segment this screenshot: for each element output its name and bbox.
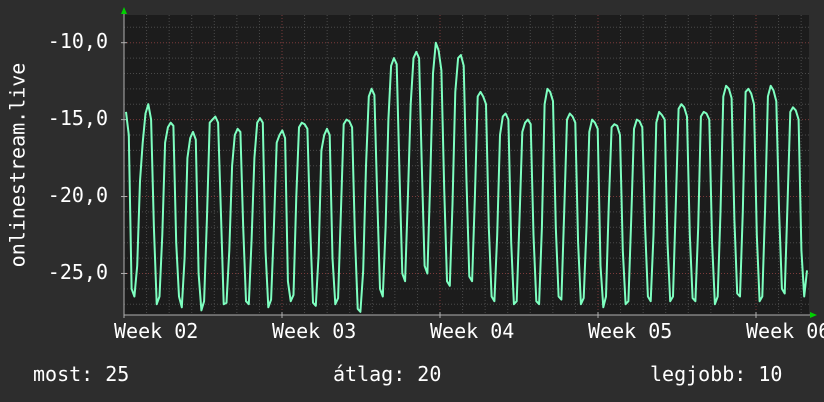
x-tick-label: Week 03 xyxy=(272,319,356,343)
summary-current: most: 25 xyxy=(33,362,130,386)
y-axis-label: onlinestream.live xyxy=(6,63,30,268)
x-axis-arrow xyxy=(810,312,817,318)
y-tick-label: -20,0 xyxy=(48,183,108,207)
x-tick-labels: Week 02 Week 03 Week 04 Week 05 Week 06 xyxy=(114,319,824,343)
y-tick-label: -10,0 xyxy=(48,29,108,53)
y-tick-label: -25,0 xyxy=(48,260,108,284)
y-tick-labels: -10,0 -15,0 -20,0 -25,0 xyxy=(48,29,108,284)
axes xyxy=(121,7,817,318)
x-tick-label: Week 02 xyxy=(114,319,198,343)
summary-average: átlag: 20 xyxy=(333,362,442,386)
series-layer xyxy=(125,41,808,313)
summary-best: legjobb: 10 xyxy=(650,362,783,386)
y-axis-arrow xyxy=(121,7,127,14)
x-tick-label: Week 05 xyxy=(588,319,672,343)
y-tick-label: -15,0 xyxy=(48,106,108,130)
x-tick-label: Week 06 xyxy=(746,319,824,343)
x-tick-label: Week 04 xyxy=(430,319,514,343)
series-line-0 xyxy=(125,41,808,313)
